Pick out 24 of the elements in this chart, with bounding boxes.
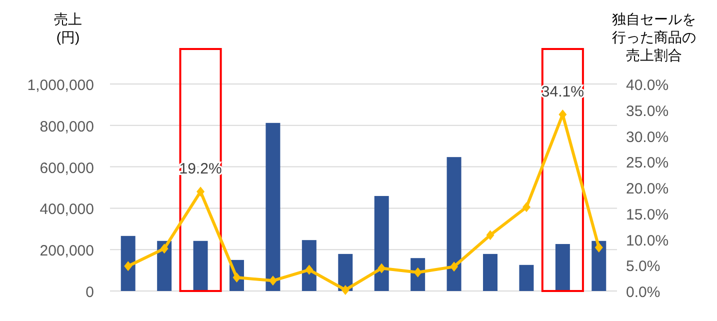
bar bbox=[157, 240, 172, 291]
point bbox=[378, 263, 386, 274]
point bbox=[486, 230, 494, 240]
bar bbox=[519, 264, 534, 291]
bar bbox=[592, 240, 606, 291]
bar bbox=[483, 254, 498, 291]
bar bbox=[302, 240, 316, 291]
y-axis-title: 売上(円) bbox=[54, 11, 82, 45]
bar bbox=[555, 244, 570, 291]
point bbox=[341, 284, 350, 295]
point bbox=[522, 202, 530, 212]
bar bbox=[446, 157, 462, 291]
y2-axis-title: 独自セールを行った商品の売上割合 bbox=[612, 11, 696, 63]
bar bbox=[120, 236, 136, 291]
point bbox=[196, 186, 205, 197]
point bbox=[305, 264, 314, 275]
bar bbox=[374, 196, 389, 291]
point bbox=[594, 242, 603, 253]
point bbox=[160, 244, 168, 254]
point bbox=[124, 261, 132, 272]
point bbox=[450, 262, 458, 272]
point bbox=[268, 276, 277, 286]
bar bbox=[266, 122, 280, 291]
bar bbox=[193, 240, 208, 291]
